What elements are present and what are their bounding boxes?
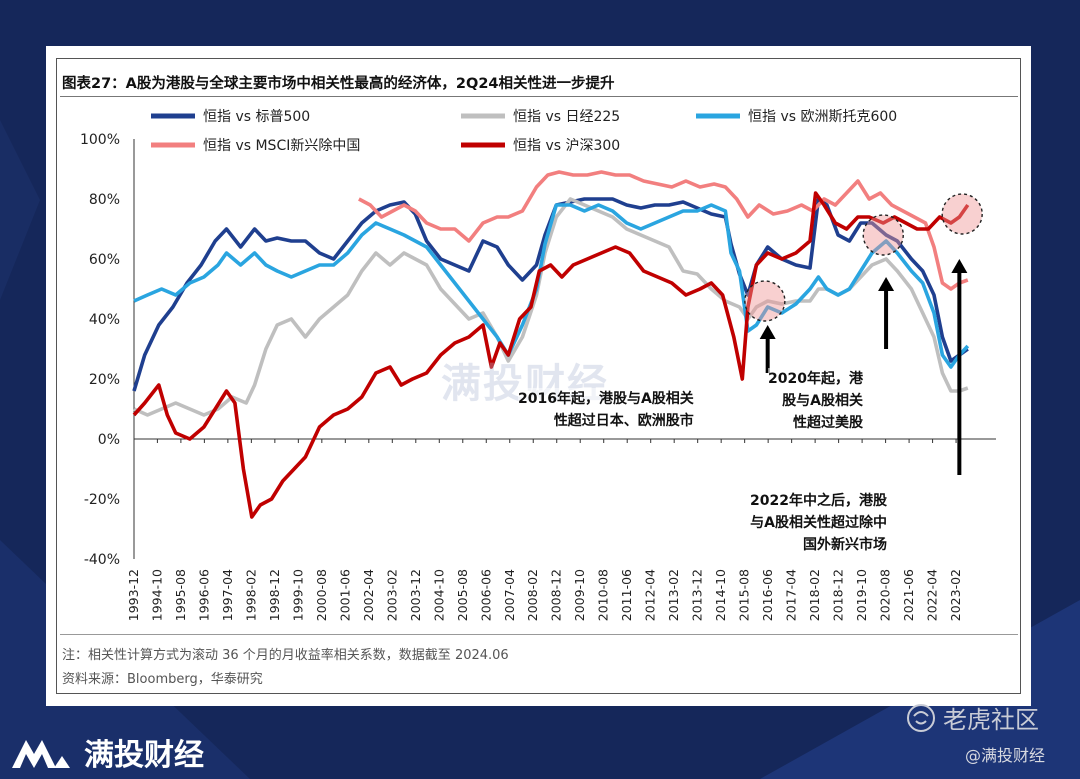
arrow-head-1 (878, 277, 895, 291)
brand-logo: 满投财经 (8, 730, 204, 774)
legend-label-4: 恒指 vs 沪深300 (513, 138, 620, 154)
x-tick-label: 2016-06 (760, 569, 775, 621)
y-tick-label: 0% (98, 432, 120, 448)
x-tick-label: 2006-06 (478, 569, 493, 621)
annotation-2022-line-2: 与A股相关性超过除中 (750, 515, 887, 531)
brand-name: 满投财经 (84, 738, 204, 773)
x-tick-label: 2012-04 (643, 569, 658, 621)
y-tick-label: 80% (89, 192, 120, 208)
y-tick-label: 20% (89, 372, 120, 388)
annotation-2020: 2020年起，港 股与A股相关 性超过美股 (768, 368, 863, 434)
x-tick-label: 2011-06 (619, 569, 634, 621)
x-tick-label: 2013-02 (666, 569, 681, 621)
annotation-2022-line-1: 2022年中之后，港股 (750, 493, 887, 509)
x-tick-label: 2002-04 (361, 569, 376, 621)
annotation-2016: 2016年起，港股与A股相关 性超过日本、欧洲股市 (518, 388, 694, 432)
chart-frame (56, 58, 1021, 694)
x-tick-label: 2023-02 (948, 569, 963, 621)
y-tick-label: 100% (80, 132, 120, 148)
x-tick-label: 2003-12 (408, 569, 423, 621)
annotation-2016-line-1: 2016年起，港股与A股相关 (518, 391, 694, 407)
x-tick-label: 1994-10 (149, 569, 164, 621)
annotation-2022: 2022年中之后，港股 与A股相关性超过除中 国外新兴市场 (750, 490, 887, 556)
highlight-layer (744, 193, 983, 322)
grid-layer (133, 139, 996, 559)
x-tick-label: 2020-08 (878, 569, 893, 621)
arrow-head-2 (951, 259, 968, 273)
legend-label-3: 恒指 vs MSCI新兴除中国 (203, 138, 360, 154)
x-tick-label: 2000-08 (314, 569, 329, 621)
x-tick-label: 2007-04 (502, 569, 517, 621)
x-tick-label: 1997-04 (220, 569, 235, 621)
line-chart: -40% -20% 0% 20% 40% 60% 80% 100% 1993-12 1994-1… (80, 109, 996, 621)
annotation-2020-line-1: 2020年起，港 (768, 371, 863, 387)
chart-note: 注：相关性计算方式为滚动 36 个月的月收益率相关系数，数据截至 2024.06 (62, 648, 509, 663)
y-axis-ticks: -40% -20% 0% 20% 40% 60% 80% 100% (80, 132, 120, 568)
x-tick-label: 2013-12 (690, 569, 705, 621)
x-tick-label: 1996-06 (196, 569, 211, 621)
annotation-2022-line-3: 国外新兴市场 (802, 537, 887, 553)
highlight-circle-2 (941, 193, 983, 235)
y-tick-label: 40% (89, 312, 120, 328)
legend-label-2: 恒指 vs 欧洲斯托克600 (748, 109, 897, 125)
highlight-circle-1 (862, 214, 904, 256)
annotation-2020-line-3: 性超过美股 (792, 415, 863, 431)
series-line-2 (133, 203, 970, 369)
footer-divider (60, 634, 1018, 635)
x-tick-label: 1999-10 (290, 569, 305, 621)
tiger-icon (907, 703, 935, 732)
series-line-4 (132, 191, 970, 519)
x-tick-label: 1998-02 (243, 569, 258, 621)
series-line-3 (358, 170, 969, 291)
x-tick-label: 2003-02 (384, 569, 399, 621)
highlight-circle-0 (744, 280, 786, 322)
x-tick-label: 2017-04 (784, 569, 799, 621)
community-logo: 老虎社区 (905, 700, 1039, 735)
x-tick-label: 2014-10 (713, 569, 728, 621)
author-handle: @满投财经 (965, 746, 1046, 765)
x-tick-label: 2022-04 (925, 569, 940, 621)
x-tick-label: 1995-08 (173, 569, 188, 621)
legend: 恒指 vs 标普500 恒指 vs 日经225 恒指 vs 欧洲斯托克600 恒指 v… (151, 109, 897, 154)
title-divider (60, 96, 1018, 97)
arrow-layer (759, 259, 968, 475)
x-tick-label: 2001-06 (337, 569, 352, 621)
x-tick-label: 2021-06 (901, 569, 916, 621)
legend-label-0: 恒指 vs 标普500 (203, 109, 310, 125)
arrow-head-0 (759, 325, 776, 339)
x-tick-label: 2008-12 (549, 569, 564, 621)
x-tick-label: 2018-02 (807, 569, 822, 621)
x-tick-label: 2010-08 (596, 569, 611, 621)
x-tick-label: 2018-12 (831, 569, 846, 621)
x-tick-label: 2009-10 (572, 569, 587, 621)
annotation-2016-line-2: 性超过日本、欧洲股市 (553, 413, 694, 429)
community-name: 老虎社区 (943, 706, 1039, 734)
x-axis-ticks: 1993-12 1994-10 1995-08 1996-06 1997-04 1998-… (126, 439, 963, 621)
y-tick-label: 60% (89, 252, 120, 268)
legend-label-1: 恒指 vs 日经225 (513, 109, 620, 125)
x-tick-label: 2019-10 (854, 569, 869, 621)
x-tick-label: 2008-02 (525, 569, 540, 621)
brand-mark-icon (12, 740, 70, 768)
x-tick-label: 1998-12 (267, 569, 282, 621)
chart-source: 资料来源：Bloomberg，华泰研究 (62, 672, 263, 687)
chart-title: 图表27：A股为港股与全球主要市场中相关性最高的经济体，2Q24相关性进一步提升 (62, 76, 615, 92)
annotation-2020-line-2: 股与A股相关 (782, 393, 863, 409)
x-tick-label: 2004-10 (431, 569, 446, 621)
x-tick-label: 2015-08 (737, 569, 752, 621)
series-layer (132, 170, 970, 519)
x-tick-label: 1993-12 (126, 569, 141, 621)
y-tick-label: -20% (84, 492, 120, 508)
chart-card: 图表27：A股为港股与全球主要市场中相关性最高的经济体，2Q24相关性进一步提升… (46, 46, 1031, 706)
y-tick-label: -40% (84, 552, 120, 568)
x-tick-label: 2005-08 (455, 569, 470, 621)
